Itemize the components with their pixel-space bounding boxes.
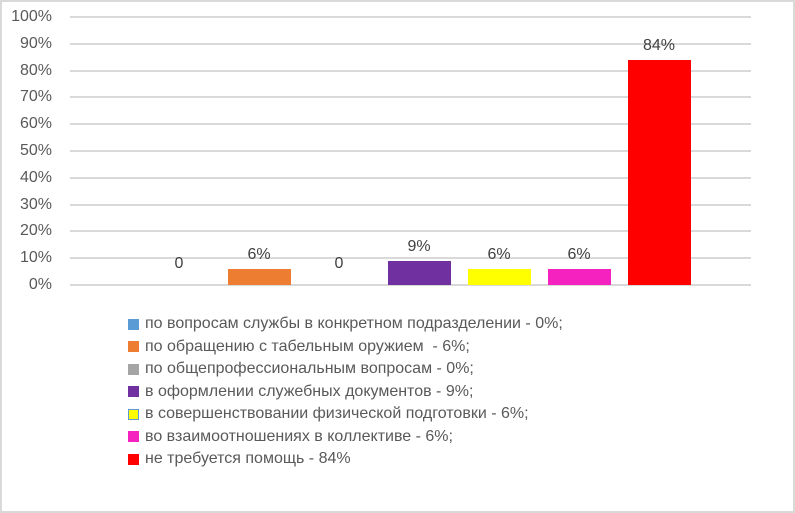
y-axis-tick-label: 80%	[19, 61, 52, 79]
gridline	[70, 150, 751, 152]
legend-label: во взаимоотношениях в коллективе - 6%;	[145, 427, 453, 445]
gridline	[70, 123, 751, 126]
gridline	[70, 284, 751, 286]
bar	[547, 268, 611, 285]
gridline	[70, 176, 751, 179]
y-axis-tick-label: 60%	[19, 115, 52, 133]
y-axis-tick-label: 10%	[19, 249, 52, 267]
data-label: 9%	[407, 237, 431, 255]
y-axis-tick-label: 20%	[19, 222, 52, 240]
legend-item: по вопросам службы в конкретном подразде…	[128, 313, 563, 336]
legend-swatch	[128, 408, 139, 420]
legend-item: в совершенствовании физической подготовк…	[128, 403, 563, 426]
data-label: 6%	[487, 245, 511, 263]
y-axis-tick-label: 40%	[19, 168, 52, 186]
legend-swatch	[128, 341, 139, 353]
bar	[627, 59, 691, 285]
data-label: 84%	[642, 36, 676, 54]
legend-label: по обращению с табельным оружием - 6%;	[145, 337, 470, 355]
legend-item: по общепрофессиональным вопросам - 0%;	[128, 358, 563, 381]
y-axis-tick-label: 70%	[19, 88, 52, 106]
legend-swatch	[128, 431, 139, 443]
legend-item: по обращению с табельным оружием - 6%;	[128, 336, 563, 359]
gridline	[70, 96, 751, 99]
y-axis-tick-label: 90%	[19, 34, 52, 52]
gridline	[70, 230, 751, 233]
legend-label: в совершенствовании физической подготовк…	[145, 405, 529, 423]
gridline	[70, 257, 751, 260]
legend-swatch	[128, 453, 139, 465]
data-label: 6%	[567, 245, 591, 263]
data-label: 6%	[247, 245, 271, 263]
bar	[467, 268, 531, 285]
legend-item: в оформлении служебных документов - 9%;	[128, 381, 563, 404]
chart-legend: по вопросам службы в конкретном подразде…	[128, 313, 563, 471]
legend-swatch	[128, 386, 139, 398]
data-label: 0	[174, 255, 184, 272]
legend-label: в оформлении служебных документов - 9%;	[145, 382, 474, 400]
y-axis-tick-label: 0%	[28, 276, 52, 293]
bar	[387, 260, 451, 285]
gridline	[70, 16, 751, 18]
gridline	[70, 203, 751, 206]
legend-label: по вопросам службы в конкретном подразде…	[145, 315, 563, 333]
legend-label: не требуется помощь - 84%	[145, 450, 351, 468]
legend-swatch	[128, 318, 139, 330]
bar	[227, 268, 291, 285]
data-label: 0	[334, 255, 344, 272]
legend-item: не требуется помощь - 84%	[128, 448, 563, 471]
gridline	[70, 42, 751, 45]
y-axis-tick-label: 50%	[19, 142, 52, 159]
legend-label: по общепрофессиональным вопросам - 0%;	[145, 360, 474, 378]
legend-item: во взаимоотношениях в коллективе - 6%;	[128, 426, 563, 449]
y-axis-tick-label: 100%	[11, 8, 52, 25]
legend-swatch	[128, 363, 139, 375]
gridline	[70, 69, 751, 72]
y-axis-tick-label: 30%	[19, 195, 52, 213]
